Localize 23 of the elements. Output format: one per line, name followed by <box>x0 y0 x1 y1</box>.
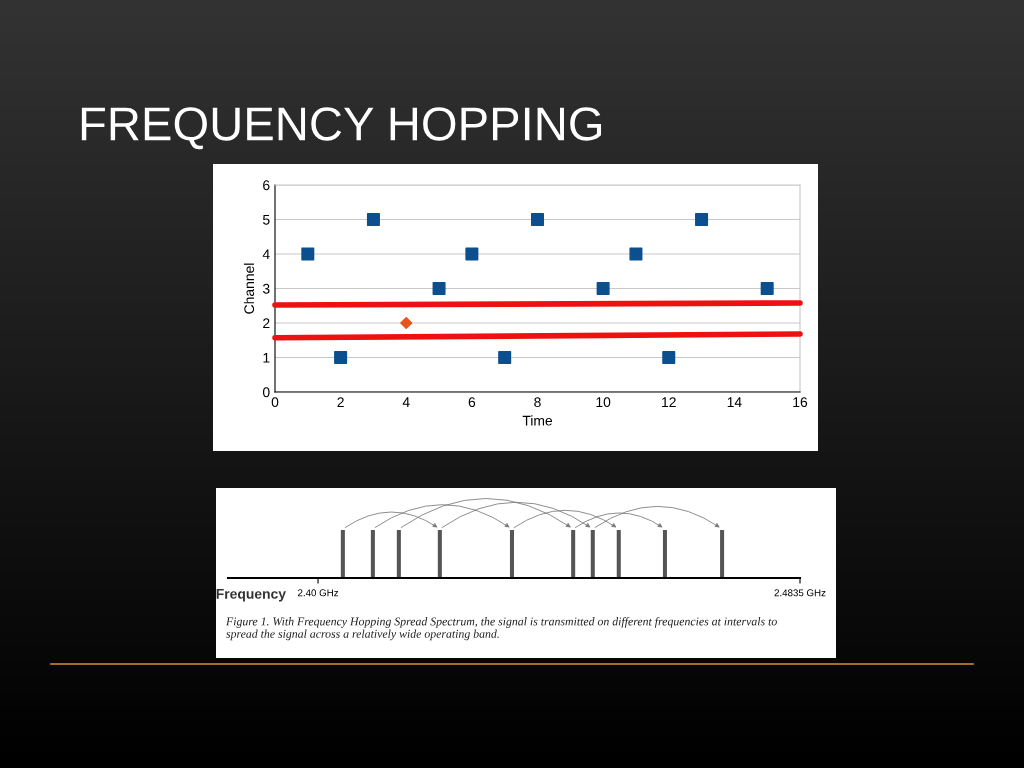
x-tick-label: 14 <box>727 397 742 407</box>
y-axis-title: Channel <box>243 263 255 314</box>
chart-title: FREQUENCY HOPPING <box>81 107 602 150</box>
y-tick-label: 5 <box>262 214 270 225</box>
x-axis-title: Frequency <box>216 589 286 602</box>
x-tick-label: 2 <box>337 397 344 407</box>
x-tick-label: 4 <box>402 397 410 407</box>
y-tick-label: 6 <box>263 180 270 191</box>
x-axis-title: Time <box>522 415 553 426</box>
x-tick-label: 2.4835 GHz <box>774 589 826 597</box>
x-tick-label: 2.40 GHz <box>298 589 339 597</box>
y-tick-label: 3 <box>262 283 270 294</box>
x-tick-label: 16 <box>793 397 808 408</box>
x-tick-label: 0 <box>271 397 279 408</box>
y-tick-label: 2 <box>263 318 270 329</box>
y-tick-label: 0 <box>262 387 270 398</box>
y-tick-label: 4 <box>262 249 270 260</box>
caption: Figure 1. With Frequency Hopping Spread Spectrum, the signal is transmitted on different frequencies at intervals to spread the signal across a relatively wide operating band. <box>225 617 777 641</box>
x-tick-label: 12 <box>662 397 676 407</box>
x-tick-label: 8 <box>534 397 541 408</box>
y-tick-label: 1 <box>263 352 270 363</box>
x-tick-label: 6 <box>468 397 476 408</box>
x-tick-label: 10 <box>596 397 611 408</box>
